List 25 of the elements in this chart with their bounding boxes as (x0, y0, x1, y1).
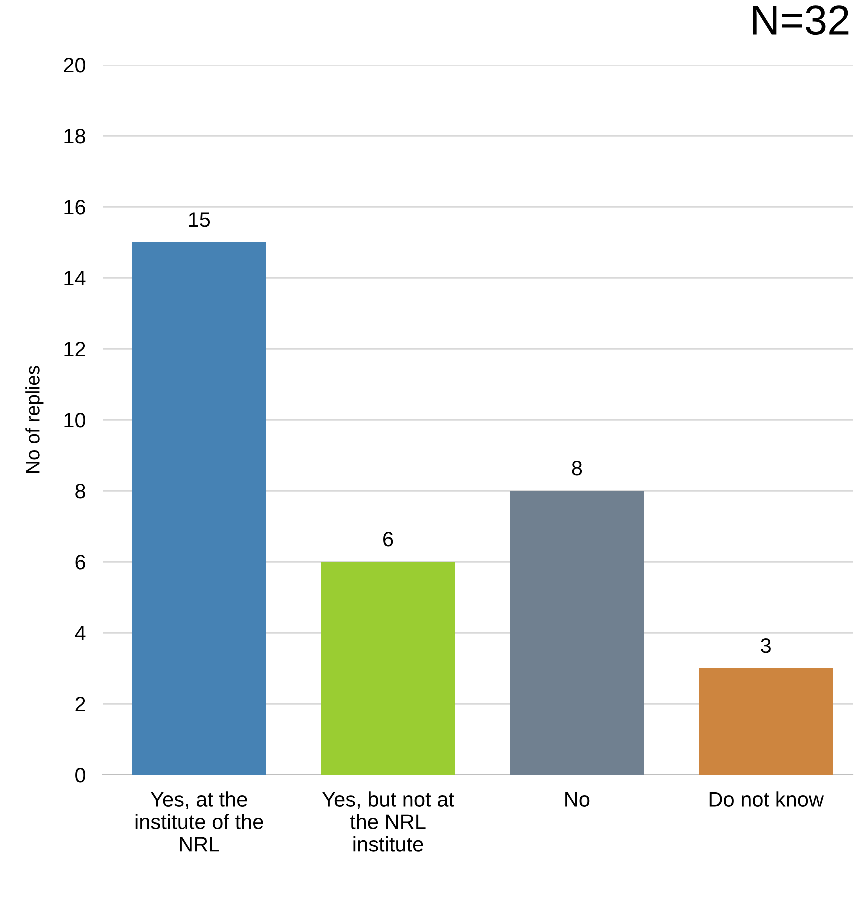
y-tick-label: 4 (75, 626, 86, 641)
y-tick-label: 14 (64, 271, 86, 286)
bar (321, 562, 456, 775)
y-tick-label: 6 (76, 555, 86, 570)
data-label: 3 (761, 638, 771, 654)
y-tick-label: 2 (76, 697, 86, 712)
bar (699, 668, 834, 775)
y-tick-label: 10 (64, 413, 86, 428)
data-label: 15 (189, 212, 210, 228)
data-label: 8 (572, 461, 582, 476)
x-tick-label: No (566, 792, 590, 807)
y-tick-label: 8 (76, 484, 86, 499)
y-tick-label: 16 (64, 200, 86, 215)
y-tick-label: 0 (76, 768, 86, 783)
y-tick-label: 12 (64, 342, 86, 357)
y-axis-title: No of replies (26, 366, 44, 473)
bar (510, 491, 644, 775)
x-tick-label: Yes, at the institute of the NRL (136, 792, 264, 852)
x-tick-label: Yes, but not at the NRL institute (322, 792, 454, 852)
chart-title: N=32 (753, 6, 849, 36)
y-tick-label: 20 (64, 58, 86, 73)
bar (132, 242, 266, 775)
data-label: 6 (384, 532, 394, 547)
y-tick-label: 18 (64, 129, 86, 144)
x-tick-label: Do not know (710, 792, 824, 807)
